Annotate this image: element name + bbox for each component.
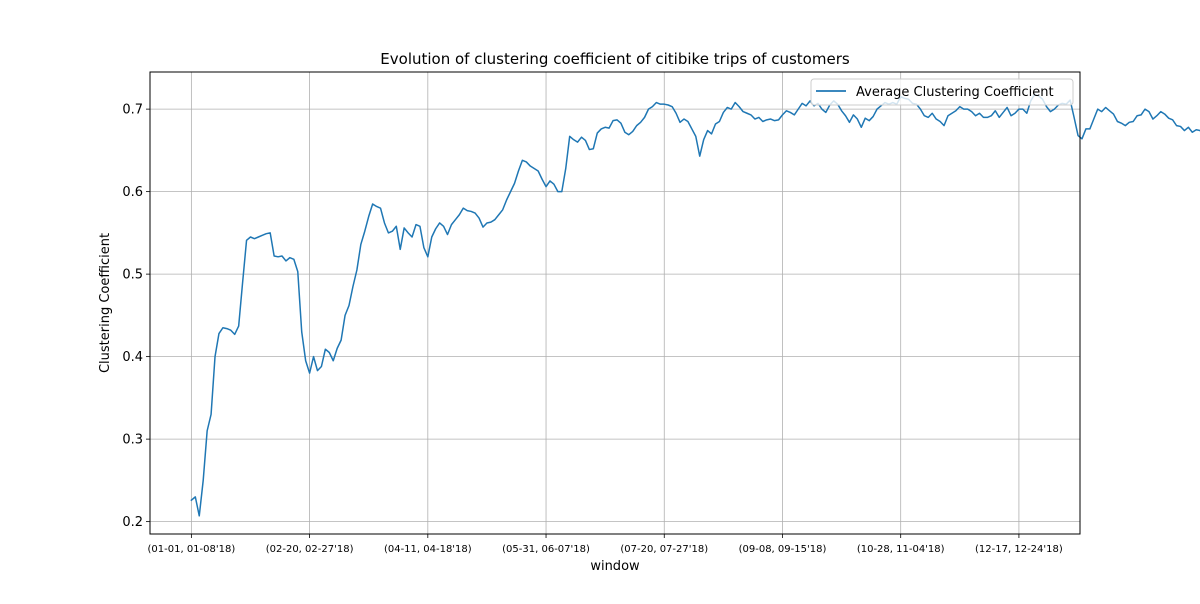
- tick-layer: 0.2 0.3 0.4 0.5 0.6 0.7 (01-01, 01-08'18) (02-2…: [122, 103, 1063, 555]
- y-tick-label: 0.2: [122, 515, 143, 530]
- x-tick-label: (02-20, 02-27'18): [266, 544, 354, 555]
- x-tick-label: (05-31, 06-07'18): [502, 544, 590, 555]
- series-line: [190, 93, 1200, 517]
- y-tick-label: 0.3: [122, 433, 143, 448]
- legend: Average Clustering Coefficient: [810, 78, 1074, 106]
- grid-layer: [150, 72, 1080, 534]
- x-tick-label: (01-01, 01-08'18): [148, 544, 236, 555]
- x-tick-label: (07-20, 07-27'18): [620, 544, 708, 555]
- y-tick-label: 0.5: [122, 268, 143, 283]
- x-tick-label: (12-17, 12-24'18): [975, 544, 1063, 555]
- y-tick-label: 0.6: [122, 185, 143, 200]
- legend-box: [810, 78, 1074, 106]
- x-tick-label: (04-11, 04-18'18): [384, 544, 472, 555]
- x-axis-label: window: [590, 559, 640, 574]
- x-tick-label: (09-08, 09-15'18): [739, 544, 827, 555]
- x-tick-label: (10-28, 11-04'18): [857, 544, 945, 555]
- series-layer: [190, 93, 1200, 517]
- y-tick-label: 0.7: [122, 103, 143, 118]
- chart-title: Evolution of clustering coefficient of c…: [380, 50, 850, 68]
- y-tick-label: 0.4: [122, 350, 143, 365]
- plot-frame: [149, 71, 1081, 535]
- y-axis-label: Clustering Coefficient: [98, 233, 113, 373]
- legend-label: Average Clustering Coefficient: [856, 85, 1054, 100]
